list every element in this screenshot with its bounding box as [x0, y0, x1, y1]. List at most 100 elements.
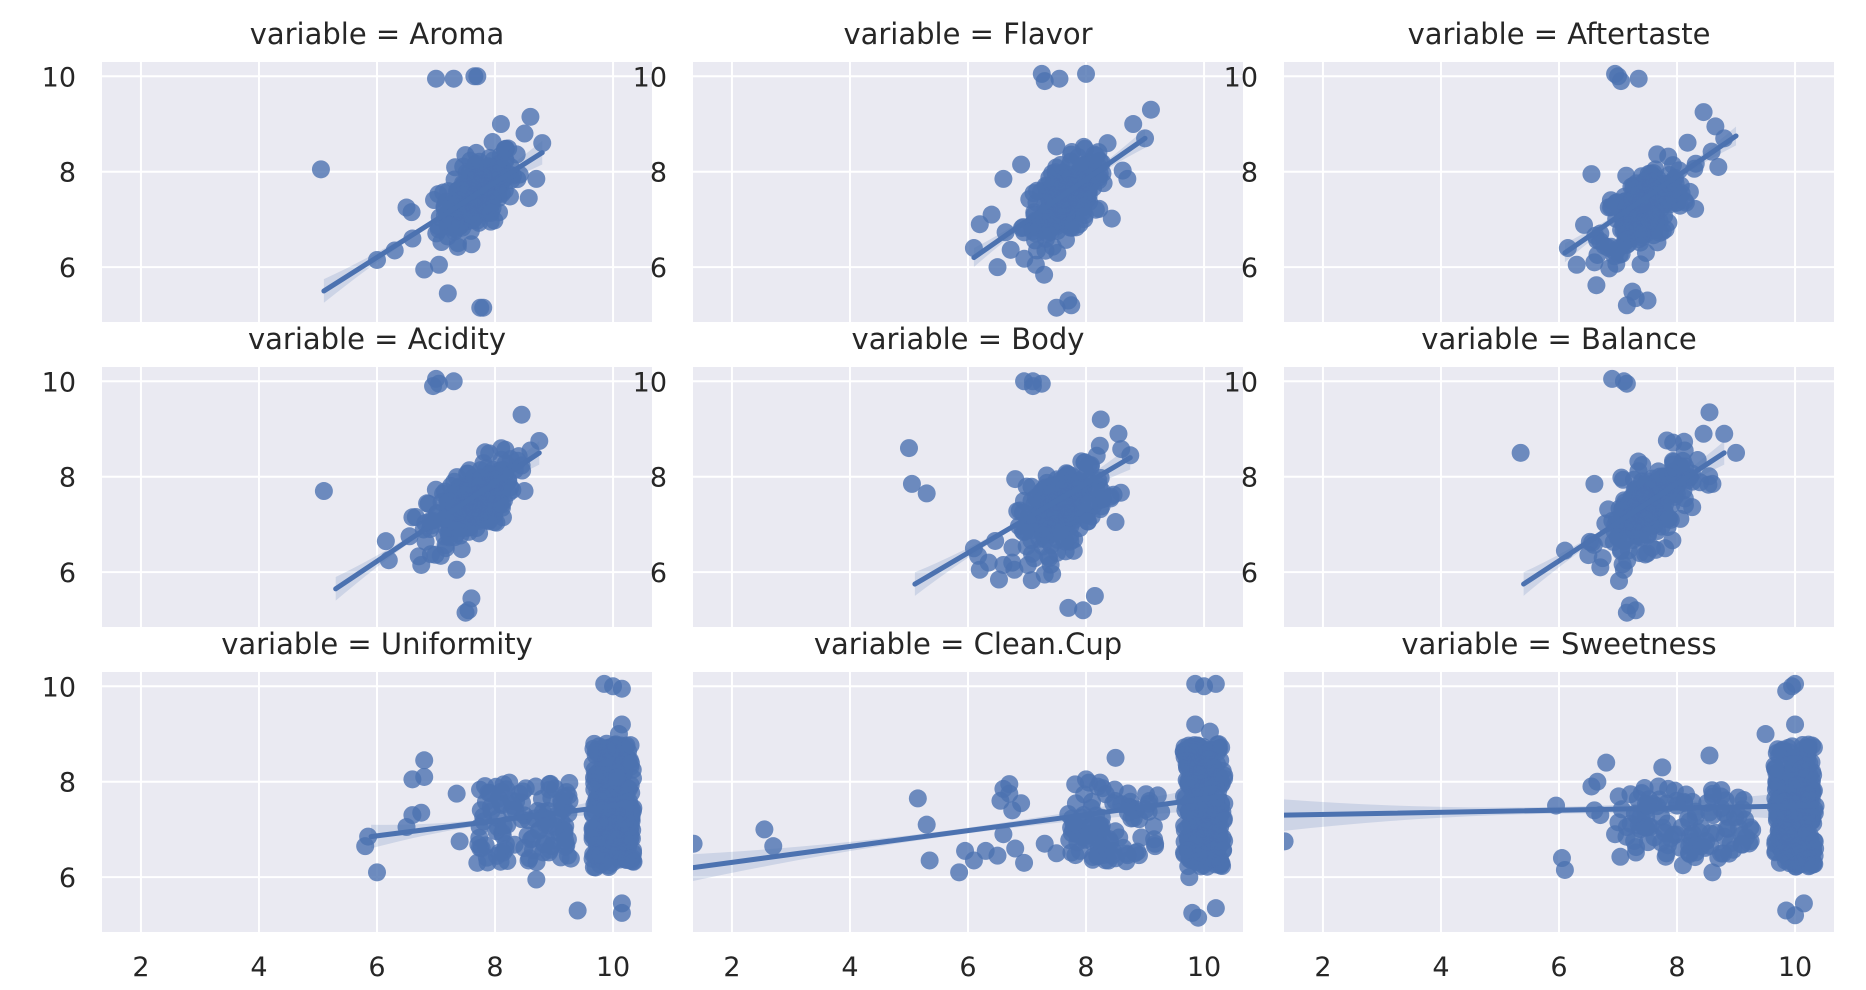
data-point: [1585, 253, 1604, 272]
data-point: [468, 853, 487, 872]
panel-title: variable = Sweetness: [1401, 627, 1716, 661]
panel-title: variable = Flavor: [843, 17, 1092, 51]
data-point: [920, 851, 939, 870]
panel-title: variable = Balance: [1421, 322, 1696, 356]
data-point: [994, 555, 1013, 574]
data-point: [469, 835, 488, 854]
data-point: [1012, 794, 1031, 813]
data-point: [1585, 474, 1604, 493]
data-point: [483, 189, 502, 208]
data-point: [1638, 833, 1657, 852]
data-point: [467, 519, 486, 538]
x-tick-label: 2: [723, 952, 740, 983]
y-tick-label: 8: [650, 463, 667, 494]
data-point: [1074, 601, 1093, 620]
x-tick-label: 10: [1778, 952, 1812, 983]
data-point: [1624, 220, 1643, 239]
data-point: [1210, 837, 1229, 856]
data-point: [465, 67, 484, 86]
data-point: [1659, 779, 1678, 798]
data-point: [446, 158, 465, 177]
data-point: [533, 134, 552, 153]
data-point: [1041, 218, 1060, 237]
data-point: [1788, 855, 1807, 874]
x-tick-label: 8: [486, 952, 503, 983]
data-point: [1061, 218, 1080, 237]
x-tick-label: 8: [1668, 952, 1685, 983]
data-point: [1106, 748, 1125, 767]
data-point: [1653, 758, 1672, 777]
data-point: [1804, 814, 1823, 833]
data-point: [1703, 474, 1722, 493]
panel-title: variable = Acidity: [248, 322, 506, 356]
data-point: [1678, 133, 1697, 152]
y-tick-label: 10: [1224, 367, 1258, 398]
data-point: [1656, 847, 1675, 866]
data-point: [1118, 169, 1137, 188]
data-point: [1048, 543, 1067, 562]
data-point: [568, 901, 587, 920]
data-point: [1214, 811, 1233, 830]
data-point: [556, 831, 575, 850]
data-point: [451, 526, 470, 545]
y-tick-label: 6: [1241, 558, 1258, 589]
facet-panel: 2 4 6 8 10 variable = Sweetness: [1284, 627, 1834, 983]
data-point: [1206, 899, 1225, 918]
data-point: [515, 482, 534, 501]
data-point: [412, 555, 431, 574]
data-point: [1617, 296, 1636, 315]
data-point: [591, 845, 610, 864]
data-point: [621, 849, 640, 868]
panel-marks: [356, 674, 643, 922]
data-point: [500, 187, 519, 206]
x-tick-label: 4: [841, 952, 858, 983]
data-point: [1072, 156, 1091, 175]
data-point: [1062, 143, 1081, 162]
facet-panel: 6 8 10 variable = Body: [633, 322, 1243, 627]
data-point: [1617, 603, 1636, 622]
data-point: [917, 815, 936, 834]
data-point: [755, 820, 774, 839]
data-point: [609, 725, 628, 744]
panel-marks: [964, 64, 1160, 317]
y-tick-label: 6: [59, 558, 76, 589]
x-tick-label: 10: [1187, 952, 1221, 983]
facet-panel: 6 8 10 variable = Balance: [1224, 322, 1834, 627]
data-point: [519, 189, 538, 208]
data-point: [1631, 255, 1650, 274]
data-point: [527, 169, 546, 188]
data-point: [899, 439, 918, 458]
data-point: [621, 754, 640, 773]
data-point: [917, 484, 936, 503]
data-point: [994, 825, 1013, 844]
data-point: [612, 679, 631, 698]
data-point: [480, 444, 499, 463]
y-tick-label: 8: [59, 463, 76, 494]
data-point: [1109, 424, 1128, 443]
data-point: [1047, 844, 1066, 863]
data-point: [1795, 739, 1814, 758]
data-point: [359, 827, 378, 846]
data-point: [1612, 540, 1631, 559]
data-point: [311, 160, 330, 179]
data-point: [1212, 738, 1231, 757]
data-point: [1640, 211, 1659, 230]
y-tick-label: 10: [633, 62, 667, 93]
data-point: [1284, 832, 1294, 851]
data-point: [1671, 838, 1690, 857]
facet-panel: 6 8 10 variable = Flavor: [633, 17, 1243, 322]
data-point: [1096, 785, 1115, 804]
data-point: [994, 169, 1013, 188]
data-point: [1057, 504, 1076, 523]
y-tick-label: 6: [59, 863, 76, 894]
data-point: [1132, 828, 1151, 847]
data-point: [1786, 674, 1805, 693]
data-point: [1144, 817, 1163, 836]
data-point: [1025, 549, 1044, 568]
data-point: [424, 377, 443, 396]
data-point: [474, 298, 493, 317]
data-point: [1090, 816, 1109, 835]
data-point: [427, 69, 446, 88]
data-point: [1175, 845, 1194, 864]
data-point: [1638, 524, 1657, 543]
